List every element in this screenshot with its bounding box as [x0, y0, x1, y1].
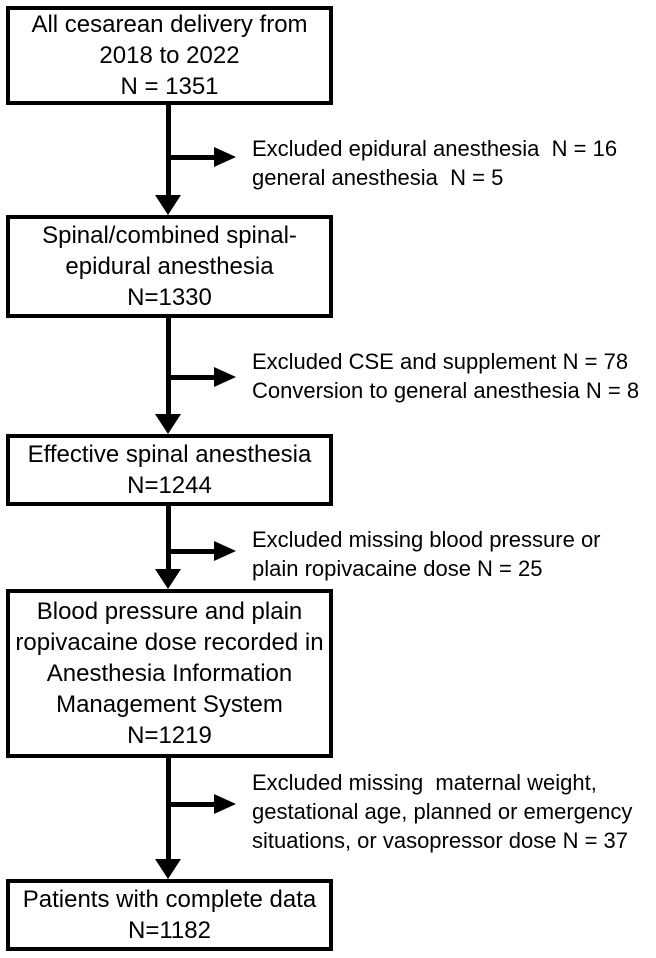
connector-line-3 [166, 506, 171, 571]
exclusion-note-epidural-general: Excluded epidural anesthesia N = 16 gene… [252, 136, 618, 190]
arrow-down-icon-3 [155, 569, 181, 589]
box-all-cesarean-delivery-text: All cesarean delivery from 2018 to 2022 … [31, 11, 308, 100]
box-effective-spinal-anesthesia-text: Effective spinal anesthesia N=1244 [27, 441, 312, 499]
exclusion-note-cse-conversion: Excluded CSE and supplement N = 78 Conve… [252, 349, 640, 403]
box-complete-data-text: Patients with complete data N=1182 [22, 886, 317, 944]
branch-line-4 [168, 802, 216, 807]
branch-line-2 [168, 375, 216, 380]
box-aims-recorded: Blood pressure and plain ropivacaine dos… [6, 589, 333, 758]
connector-line-4 [166, 758, 171, 861]
box-effective-spinal-anesthesia: Effective spinal anesthesia N=1244 [6, 434, 333, 506]
arrow-right-icon-4 [214, 794, 236, 814]
connector-line-2 [166, 318, 171, 416]
arrow-right-icon-1 [214, 147, 236, 167]
arrow-right-icon-2 [214, 367, 236, 387]
box-aims-recorded-text: Blood pressure and plain ropivacaine dos… [15, 598, 324, 749]
exclusion-note-missing-bp-dose: Excluded missing blood pressure or plain… [252, 527, 601, 581]
arrow-down-icon-2 [155, 414, 181, 434]
box-spinal-cse-anesthesia-text: Spinal/combined spinal- epidural anesthe… [42, 222, 297, 311]
arrow-right-icon-3 [214, 541, 236, 561]
box-all-cesarean-delivery: All cesarean delivery from 2018 to 2022 … [6, 6, 333, 105]
connector-line-1 [166, 105, 171, 197]
arrow-down-icon-1 [155, 195, 181, 215]
exclusion-note-missing-covariates: Excluded missing maternal weight, gestat… [252, 770, 633, 853]
branch-line-1 [168, 155, 216, 160]
box-spinal-cse-anesthesia: Spinal/combined spinal- epidural anesthe… [6, 215, 333, 318]
branch-line-3 [168, 549, 216, 554]
arrow-down-icon-4 [155, 859, 181, 879]
box-complete-data: Patients with complete data N=1182 [6, 879, 333, 951]
